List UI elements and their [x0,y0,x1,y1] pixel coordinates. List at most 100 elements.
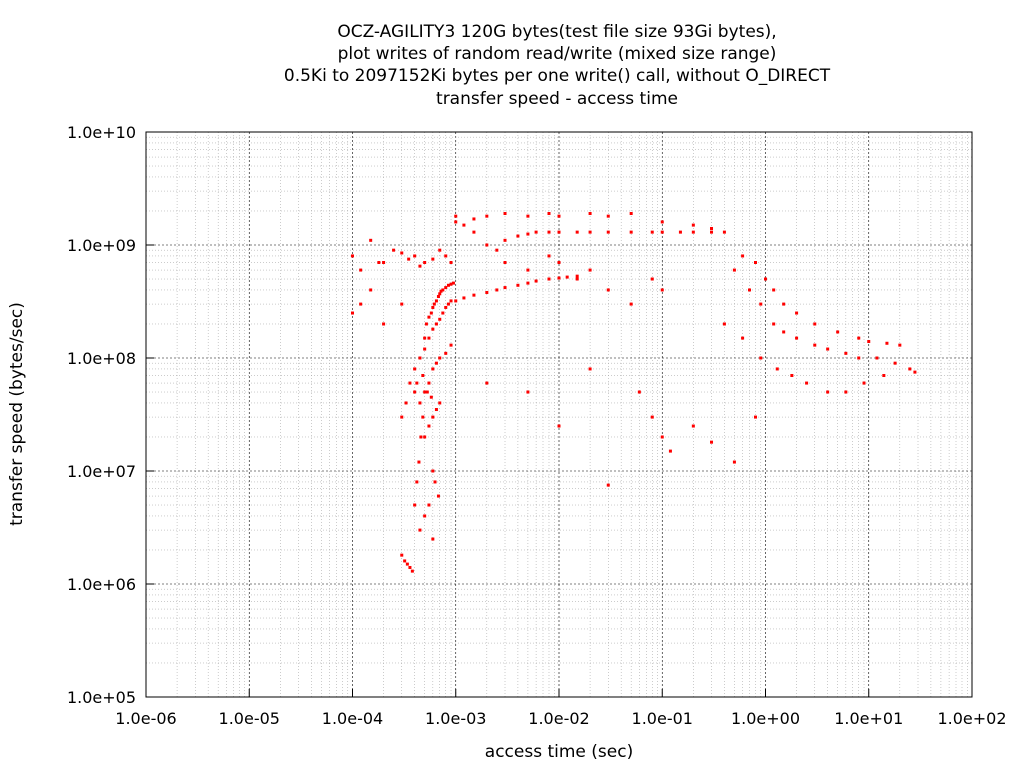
chart-title: OCZ-AGILITY3 120G bytes(test file size 9… [284,22,831,109]
data-point [650,230,654,234]
data-point [405,562,409,566]
data-point [547,254,551,258]
data-point [434,322,438,326]
data-point [418,264,422,268]
data-point [565,275,569,279]
data-point [606,230,610,234]
data-point [691,223,695,227]
data-point [425,390,429,394]
data-point [462,223,466,227]
data-point [575,230,579,234]
data-point [423,261,427,265]
title-line-3: 0.5Ki to 2097152Ki bytes per one write()… [284,66,831,86]
data-point [534,230,538,234]
data-point [413,503,417,507]
data-point [417,460,421,464]
data-point [775,367,779,371]
data-point [438,317,442,321]
x-tick-label: 1.0e-06 [115,709,176,728]
data-point [882,374,886,378]
data-point [431,537,435,541]
data-point [462,296,466,300]
data-point [446,283,450,287]
data-point [913,370,917,374]
data-point [423,435,427,439]
data-point [369,238,373,242]
data-point [629,230,633,234]
data-point [557,424,561,428]
data-point [759,356,763,360]
data-point [444,305,448,309]
data-point [449,343,453,347]
grid [146,132,972,697]
data-point [434,299,438,303]
y-tick-label: 1.0e+06 [67,575,136,594]
data-point [444,254,448,258]
y-tick-label: 1.0e+10 [67,123,136,142]
data-point [660,230,664,234]
data-point [444,351,448,355]
data-point [423,514,427,518]
y-axis-label: transfer speed (bytes/sec) [7,302,27,526]
data-point [588,230,592,234]
data-point [526,214,530,218]
data-point [485,381,489,385]
data-point [844,390,848,394]
data-point [867,339,871,343]
data-point [413,254,417,258]
data-point [418,401,422,405]
data-point [429,311,433,315]
data-point [427,336,431,340]
data-point [862,381,866,385]
data-point [359,302,363,306]
data-point [454,214,458,218]
data-point [418,356,422,360]
data-point [710,226,714,230]
x-tick-label: 1.0e+02 [937,709,1006,728]
data-point [813,322,817,326]
data-point [772,322,776,326]
data-point [606,288,610,292]
data-point [472,217,476,221]
data-point [485,290,489,294]
data-point [660,288,664,292]
data-point [432,302,436,306]
data-point [772,288,776,292]
data-point [753,415,757,419]
data-point [650,415,654,419]
data-point [444,286,448,290]
data-point [408,565,412,569]
data-point [710,230,714,234]
data-point [449,299,453,303]
data-point [413,367,417,371]
data-point [436,494,440,498]
data-point [813,343,817,347]
data-point [678,230,682,234]
data-point [438,356,442,360]
data-point [377,261,381,265]
data-point [547,212,551,216]
data-point [650,277,654,281]
y-tick-label: 1.0e+08 [67,349,136,368]
data-point [826,347,830,351]
data-point [351,254,354,258]
data-point [495,248,499,252]
data-point [382,322,386,326]
data-point [485,214,489,218]
data-point [427,381,431,385]
data-point [431,305,435,309]
data-point [400,553,404,557]
x-axis-label: access time (sec) [485,742,633,762]
data-point [404,401,408,405]
data-point [606,214,610,218]
data-point [898,343,902,347]
data-point [431,367,435,371]
data-point [732,268,736,272]
data-point [423,336,427,340]
y-tick-label: 1.0e+05 [67,688,136,707]
data-point [449,261,453,265]
data-point [369,288,373,292]
title-line-2: plot writes of random read/write (mixed … [338,44,777,64]
data-point [400,415,404,419]
data-point [782,330,786,334]
